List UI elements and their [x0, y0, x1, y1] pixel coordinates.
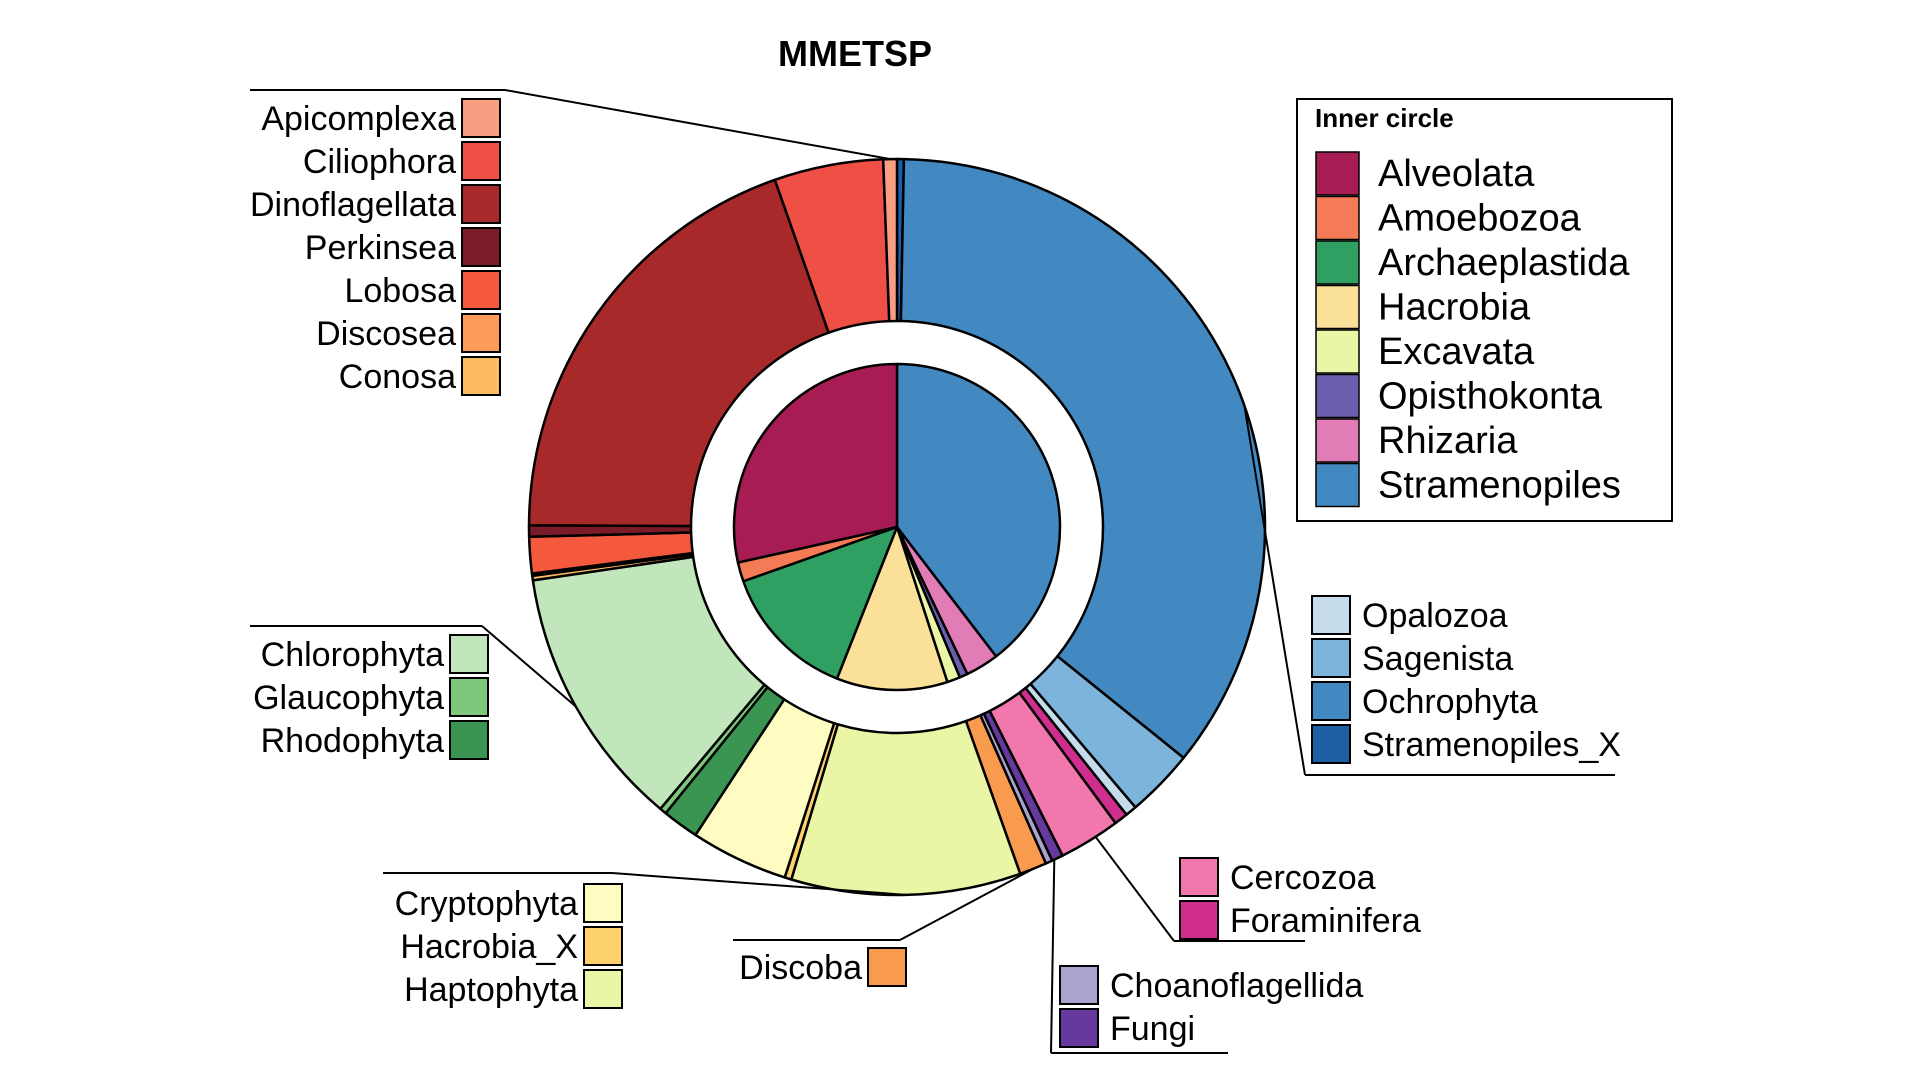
legend-label-excavata: Excavata	[1378, 331, 1535, 373]
label-swatch-fungi	[1059, 1008, 1099, 1048]
legend-label-amoebozoa: Amoebozoa	[1378, 198, 1582, 240]
outer-ring	[527, 157, 1267, 897]
slice-label-opalozoa: Opalozoa	[1362, 597, 1508, 635]
leader-line	[1094, 836, 1175, 942]
slice-label-sagenista: Sagenista	[1362, 640, 1513, 678]
outer-slice-ochrophyta	[899, 157, 1267, 760]
label-swatch-cercozoa	[1179, 857, 1219, 897]
inner-slice-hacrobia	[835, 525, 949, 692]
label-swatch-conosa	[461, 356, 501, 396]
slice-label-haptophyta: Haptophyta	[404, 971, 578, 1009]
slice-label-stramenopiles-x: Stramenopiles_X	[1362, 726, 1621, 764]
inner-slice-archaeplastida	[742, 525, 899, 680]
slice-label-fungi: Fungi	[1110, 1010, 1195, 1048]
slice-label-conosa: Conosa	[339, 358, 456, 396]
slice-label-foraminifera: Foraminifera	[1230, 902, 1421, 940]
label-swatch-hacrobia-x	[583, 926, 623, 966]
label-swatch-rhodophyta	[449, 720, 489, 760]
leader-line	[504, 89, 891, 161]
leader-line	[899, 868, 1034, 941]
slice-label-discosea: Discosea	[316, 315, 456, 353]
label-swatch-chlorophyta	[449, 634, 489, 674]
slice-label-cryptophyta: Cryptophyta	[395, 885, 578, 923]
label-swatch-opalozoa	[1311, 595, 1351, 635]
label-swatch-apicomplexa	[461, 98, 501, 138]
slice-label-hacrobia-x: Hacrobia_X	[400, 928, 578, 966]
label-swatch-foraminifera	[1179, 900, 1219, 940]
label-swatch-choanoflagellida	[1059, 965, 1099, 1005]
legend-swatch-amoebozoa	[1315, 195, 1360, 241]
legend: Inner circle AlveolataAmoebozoaArchaepla…	[1296, 98, 1673, 522]
legend-label-stramenopiles: Stramenopiles	[1378, 465, 1621, 507]
label-swatch-discoba	[867, 947, 907, 987]
leader-line	[1243, 405, 1306, 776]
legend-title: Inner circle	[1315, 103, 1454, 133]
label-swatch-ciliophora	[461, 141, 501, 181]
label-group: Cryptophyta Hacrobia_X Haptophyta	[383, 872, 907, 1009]
leader-line	[1050, 859, 1056, 1054]
label-swatch-stramenopiles-x	[1311, 724, 1351, 764]
legend-label-alveolata: Alveolata	[1378, 153, 1535, 195]
slice-label-choanoflagellida: Choanoflagellida	[1110, 967, 1363, 1005]
label-swatch-ochrophyta	[1311, 681, 1351, 721]
label-group: Chlorophyta Glaucophyta Rhodophyta	[250, 625, 577, 760]
legend-label-rhizaria: Rhizaria	[1378, 420, 1518, 462]
slice-label-ochrophyta: Ochrophyta	[1362, 683, 1538, 721]
slice-label-groups: Apicomplexa Ciliophora Dinoflagellata Perki…	[250, 89, 1621, 1054]
legend-swatch-alveolata	[1315, 151, 1360, 196]
slice-label-apicomplexa: Apicomplexa	[261, 100, 456, 138]
label-swatch-haptophyta	[583, 969, 623, 1009]
legend-swatch-rhizaria	[1315, 418, 1360, 463]
inner-pie	[732, 362, 1062, 692]
slice-label-lobosa: Lobosa	[344, 272, 456, 310]
slice-label-chlorophyta: Chlorophyta	[261, 636, 444, 674]
legend-swatch-archaeplastida	[1315, 240, 1360, 285]
chart-title: MMETSP	[778, 33, 932, 74]
inner-slice-alveolata	[732, 362, 899, 564]
legend-swatch-stramenopiles	[1315, 462, 1360, 508]
label-swatch-lobosa	[461, 270, 501, 310]
label-swatch-discosea	[461, 313, 501, 353]
label-group: Cercozoa Foraminifera	[1094, 836, 1421, 942]
slice-label-discoba: Discoba	[739, 949, 862, 987]
slice-label-rhodophyta: Rhodophyta	[261, 722, 444, 760]
slice-label-cercozoa: Cercozoa	[1230, 859, 1376, 897]
legend-swatch-hacrobia	[1315, 284, 1360, 330]
label-swatch-dinoflagellata	[461, 184, 501, 224]
slice-label-glaucophyta: Glaucophyta	[253, 679, 444, 717]
slice-label-dinoflagellata: Dinoflagellata	[250, 186, 456, 224]
label-swatch-sagenista	[1311, 638, 1351, 678]
inner-slice-stramenopiles	[895, 362, 1062, 658]
label-group: Apicomplexa Ciliophora Dinoflagellata Perki…	[250, 89, 891, 396]
legend-label-archaeplastida: Archaeplastida	[1378, 242, 1630, 284]
legend-label-hacrobia: Hacrobia	[1378, 287, 1531, 329]
label-swatch-glaucophyta	[449, 677, 489, 717]
label-swatch-cryptophyta	[583, 883, 623, 923]
legend-label-opisthokonta: Opisthokonta	[1378, 376, 1603, 418]
leader-line	[611, 872, 907, 896]
slice-label-ciliophora: Ciliophora	[303, 143, 456, 181]
legend-swatch-opisthokonta	[1315, 373, 1360, 419]
outer-slice-dinoflagellata	[527, 178, 830, 528]
slice-label-perkinsea: Perkinsea	[305, 229, 456, 267]
label-swatch-perkinsea	[461, 227, 501, 267]
legend-swatch-excavata	[1315, 329, 1360, 374]
label-group: Discoba	[733, 868, 1034, 987]
label-group: Opalozoa Sagenista Ochrophyta Stramenopiles…	[1243, 405, 1621, 776]
leader-line	[481, 625, 577, 708]
label-group: Choanoflagellida Fungi	[1050, 859, 1363, 1054]
